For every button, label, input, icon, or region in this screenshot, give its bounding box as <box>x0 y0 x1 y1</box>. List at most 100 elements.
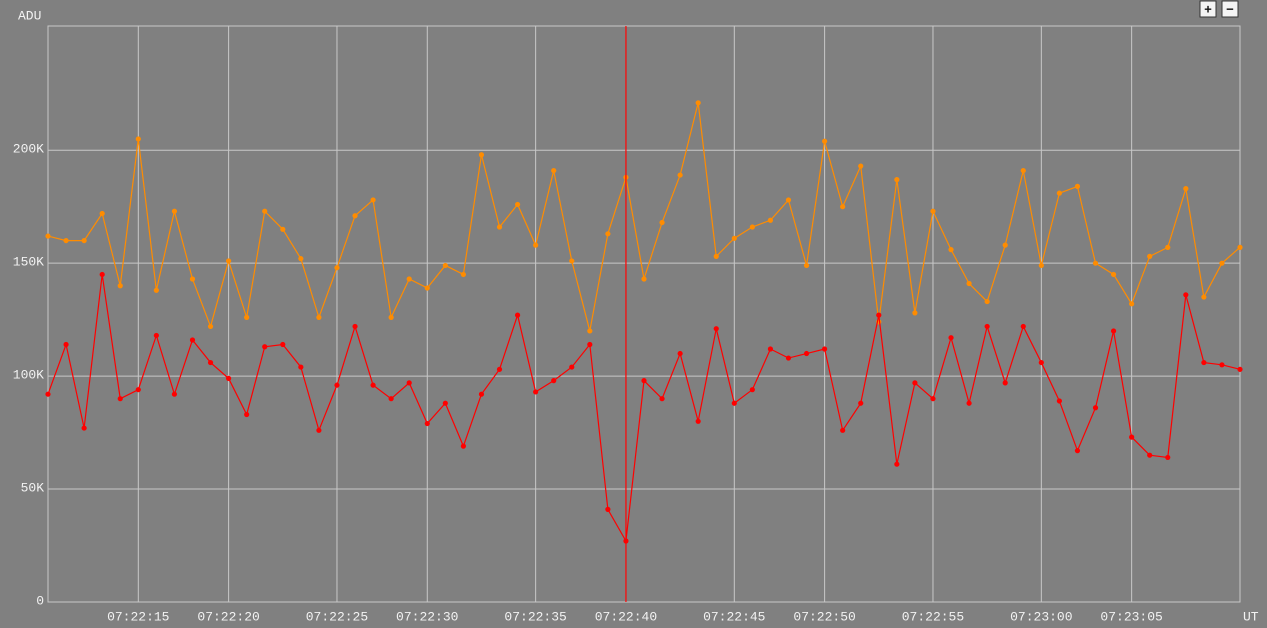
x-tick-label: 07:22:25 <box>306 609 368 624</box>
data-point <box>244 314 250 320</box>
data-point <box>262 208 268 214</box>
data-point <box>966 280 972 287</box>
x-axis-label: UT <box>1243 609 1259 624</box>
data-point <box>659 219 665 226</box>
data-point <box>388 314 394 320</box>
data-point <box>858 400 864 406</box>
data-point <box>894 177 900 183</box>
data-point <box>840 204 846 210</box>
data-point <box>442 262 448 269</box>
data-point <box>731 235 737 241</box>
data-point <box>803 262 810 269</box>
x-tick-label: 07:22:50 <box>793 609 855 624</box>
series-line <box>47 274 1241 543</box>
data-point <box>207 323 214 330</box>
data-point <box>99 271 105 278</box>
data-point <box>1147 452 1153 458</box>
data-point <box>912 310 918 316</box>
data-point <box>117 283 123 289</box>
data-point <box>442 400 448 406</box>
y-tick-label: 50K <box>21 480 45 495</box>
data-point <box>478 391 485 397</box>
data-point <box>334 265 340 271</box>
data-point <box>496 224 503 230</box>
x-tick-label: 07:22:30 <box>396 609 458 624</box>
data-point <box>930 208 936 214</box>
data-point <box>1038 359 1044 366</box>
data-point <box>1092 405 1099 411</box>
data-point <box>1074 183 1081 189</box>
x-tick-label: 07:22:40 <box>595 609 657 624</box>
data-point <box>1183 186 1189 192</box>
data-point <box>822 138 828 144</box>
data-point <box>478 152 485 158</box>
data-point <box>1110 271 1117 278</box>
data-point <box>605 506 611 512</box>
data-point <box>677 172 683 178</box>
data-point <box>785 197 792 203</box>
y-tick-label: 100K <box>13 368 44 383</box>
zoom-in-box[interactable] <box>1199 0 1217 18</box>
data-point <box>641 378 647 384</box>
zoom-out-label[interactable]: − <box>1226 2 1234 17</box>
data-point <box>424 285 430 291</box>
data-point <box>1129 301 1135 307</box>
data-point <box>1056 398 1062 404</box>
data-point <box>460 443 466 449</box>
data-point <box>316 427 322 433</box>
data-point <box>388 396 394 402</box>
data-point <box>81 425 87 431</box>
data-point <box>153 332 159 339</box>
data-point <box>352 213 358 219</box>
x-tick-label: 07:22:15 <box>107 609 169 624</box>
data-point <box>514 312 521 318</box>
data-point <box>135 387 141 393</box>
data-point <box>1002 242 1008 248</box>
zoom-in-button[interactable]: + <box>1199 0 1217 18</box>
x-tick-label: 07:22:20 <box>197 609 259 624</box>
data-point <box>1237 366 1243 372</box>
data-point <box>894 461 900 467</box>
data-point <box>569 258 575 264</box>
zoom-in-label[interactable]: + <box>1204 2 1212 17</box>
data-point <box>262 344 268 350</box>
data-point <box>569 364 575 370</box>
data-point <box>767 217 774 223</box>
data-point <box>244 411 250 418</box>
data-point <box>1183 292 1189 298</box>
zoom-out-button[interactable]: − <box>1221 0 1239 18</box>
x-tick-label: 07:22:35 <box>504 609 566 624</box>
data-point <box>1038 262 1044 269</box>
data-point <box>1092 260 1099 266</box>
data-point <box>659 396 665 402</box>
data-point <box>406 380 412 386</box>
x-tick-label: 07:22:45 <box>703 609 765 624</box>
data-point <box>1020 323 1026 330</box>
data-point <box>677 350 683 357</box>
zoom-out-box[interactable] <box>1221 0 1239 18</box>
data-point <box>948 335 954 341</box>
data-point <box>226 375 232 381</box>
data-point <box>948 247 954 253</box>
data-point <box>316 314 322 320</box>
data-point <box>171 208 178 214</box>
x-tick-label: 07:23:00 <box>1010 609 1072 624</box>
plot-frame <box>47 25 1241 603</box>
data-point <box>171 391 178 397</box>
data-point <box>1020 167 1026 174</box>
data-point <box>189 337 196 343</box>
data-point <box>370 197 376 203</box>
data-point <box>912 380 918 386</box>
data-point <box>641 276 647 282</box>
data-point <box>298 256 304 262</box>
data-point <box>63 341 69 348</box>
data-point <box>460 271 466 278</box>
data-point <box>496 366 503 372</box>
data-point <box>1074 448 1081 454</box>
data-point <box>117 396 123 402</box>
data-point <box>63 237 69 244</box>
data-point <box>153 287 159 293</box>
data-point <box>984 323 990 330</box>
data-point <box>587 328 593 334</box>
